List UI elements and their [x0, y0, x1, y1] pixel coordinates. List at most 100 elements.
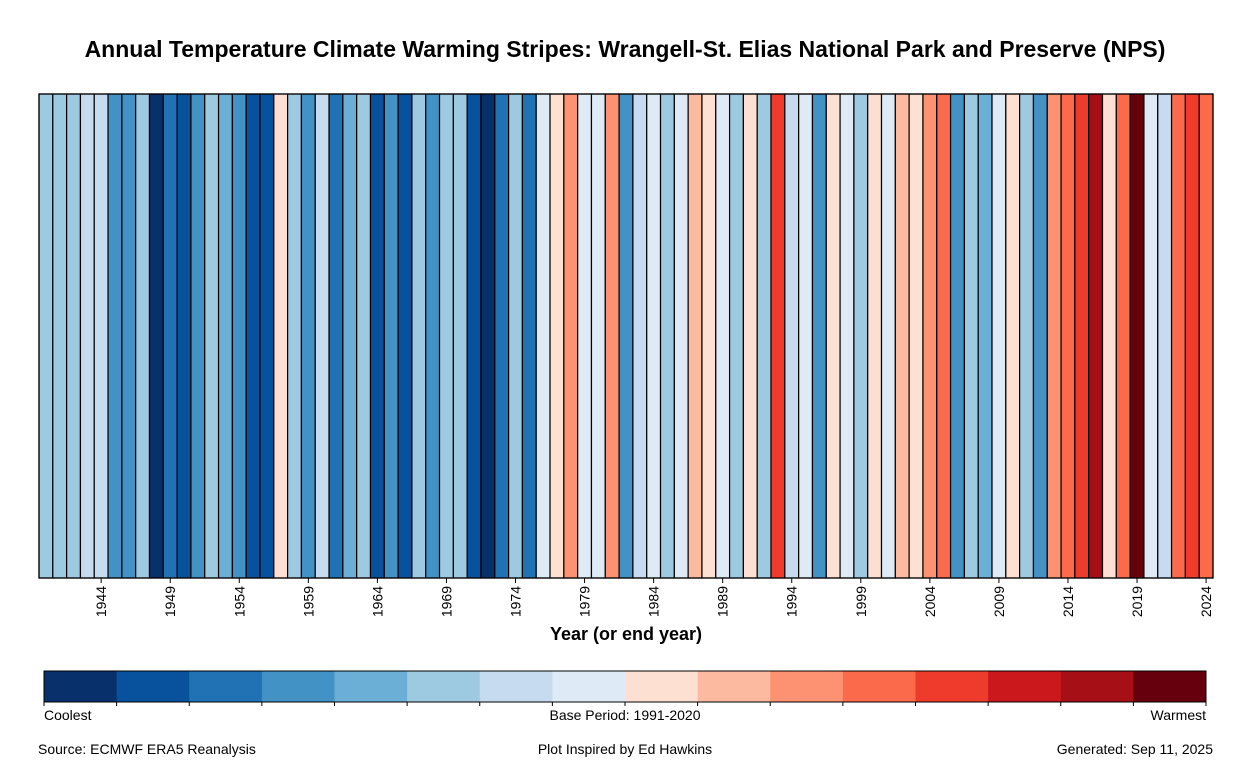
stripe-2005 [936, 93, 952, 579]
plot-frame [38, 93, 1214, 579]
stripe-1963 [356, 93, 372, 579]
stripe-2012 [1032, 93, 1048, 579]
stripe-1987 [687, 93, 703, 579]
colorbar-label-base-period: Base Period: 1991-2020 [549, 707, 701, 723]
stripe-2013 [1046, 93, 1062, 579]
stripe-1990 [728, 93, 745, 579]
stripe-1985 [659, 93, 675, 579]
stripe-1997 [825, 93, 841, 579]
chart-title: Annual Temperature Climate Warming Strip… [84, 36, 1166, 62]
stripe-1975 [521, 93, 537, 579]
stripe-2010 [1005, 93, 1021, 579]
stripe-1986 [673, 93, 689, 579]
stripe-2011 [1019, 93, 1035, 579]
stripe-1973 [494, 93, 510, 579]
stripe-1989 [715, 93, 731, 579]
stripe-2006 [949, 93, 965, 579]
stripe-2019 [1129, 93, 1145, 579]
stripe-1964 [369, 93, 385, 579]
stripe-1980 [590, 93, 606, 579]
stripe-1955 [245, 93, 261, 579]
stripe-1949 [162, 93, 178, 579]
x-tick-label: 1989 [715, 586, 731, 617]
stripe-1966 [397, 93, 413, 579]
stripe-1969 [438, 93, 454, 579]
x-tick-label: 1974 [508, 586, 524, 617]
stripe-1983 [632, 93, 648, 579]
colorbar-swatch [988, 671, 1062, 702]
inspiration-text: Plot Inspired by Ed Hawkins [537, 741, 713, 757]
x-tick-label: 1949 [162, 586, 178, 617]
colorbar-swatch [479, 671, 553, 702]
x-tick-label: 1999 [853, 586, 869, 617]
x-tick-label: 1944 [93, 586, 109, 617]
stripe-1968 [425, 93, 441, 579]
stripe-2004 [922, 93, 938, 579]
stripe-1962 [342, 93, 358, 579]
stripe-2016 [1088, 93, 1104, 579]
stripe-1995 [798, 93, 814, 579]
stripe-1993 [770, 93, 786, 579]
colorbar-swatch [915, 671, 989, 702]
x-axis-ticks: 1944 1949 1954 1959 1964 1969 1974 1979 1984 1989… [93, 578, 1214, 617]
colorbar-swatch [1060, 671, 1134, 702]
x-tick-label: 2004 [922, 586, 938, 617]
colorbar-swatch [697, 671, 771, 702]
colorbar-swatch [261, 671, 335, 702]
colorbar-swatch [770, 671, 844, 702]
stripe-2017 [1101, 93, 1117, 579]
x-tick-label: 2009 [991, 586, 1007, 617]
stripe-1970 [452, 93, 468, 579]
stripe-2002 [894, 93, 910, 579]
stripe-2024 [1198, 93, 1214, 579]
stripe-1996 [811, 93, 827, 579]
stripe-1960 [314, 93, 330, 579]
stripe-1946 [121, 93, 137, 579]
x-tick-label: 1954 [231, 586, 247, 617]
stripe-1959 [300, 93, 316, 579]
stripe-2003 [908, 93, 924, 579]
stripe-1981 [604, 93, 620, 579]
stripe-2001 [880, 93, 896, 579]
colorbar-swatch [842, 671, 916, 702]
stripe-1945 [107, 93, 123, 579]
x-tick-label: 1994 [784, 586, 800, 617]
stripe-1994 [784, 93, 800, 579]
stripe-1979 [577, 93, 593, 579]
colorbar-swatch [189, 671, 263, 702]
stripe-1953 [217, 93, 233, 579]
stripe-1974 [508, 93, 524, 579]
stripe-2023 [1184, 93, 1200, 579]
stripe-1977 [549, 93, 565, 579]
x-tick-label: 1984 [646, 586, 662, 617]
x-tick-label: 1964 [369, 586, 385, 617]
stripe-1958 [287, 93, 303, 579]
stripe-1991 [742, 93, 758, 579]
colorbar-swatch [116, 671, 190, 702]
stripe-1976 [535, 93, 551, 579]
stripe-2007 [963, 93, 979, 579]
stripe-1943 [79, 93, 95, 579]
stripe-1944 [93, 93, 109, 579]
generated-date: Generated: Sep 11, 2025 [1056, 741, 1213, 757]
stripe-1967 [411, 93, 427, 579]
stripe-1965 [383, 93, 399, 579]
x-tick-label: 1969 [438, 586, 454, 617]
stripe-1988 [701, 93, 717, 579]
stripe-1952 [204, 93, 220, 579]
stripe-1956 [259, 93, 275, 579]
stripe-2014 [1060, 93, 1076, 579]
x-axis-label: Year (or end year) [549, 624, 703, 644]
stripe-1992 [756, 93, 772, 579]
colorbar [43, 670, 1207, 706]
x-tick-label: 2014 [1060, 586, 1076, 617]
stripe-1950 [176, 93, 192, 579]
colorbar-swatch [407, 671, 481, 702]
stripe-1961 [328, 93, 344, 579]
stripe-1940 [38, 93, 54, 579]
colorbar-swatch [334, 671, 408, 702]
stripe-2009 [991, 93, 1007, 579]
stripe-2022 [1170, 93, 1186, 579]
stripe-1971 [466, 93, 482, 579]
